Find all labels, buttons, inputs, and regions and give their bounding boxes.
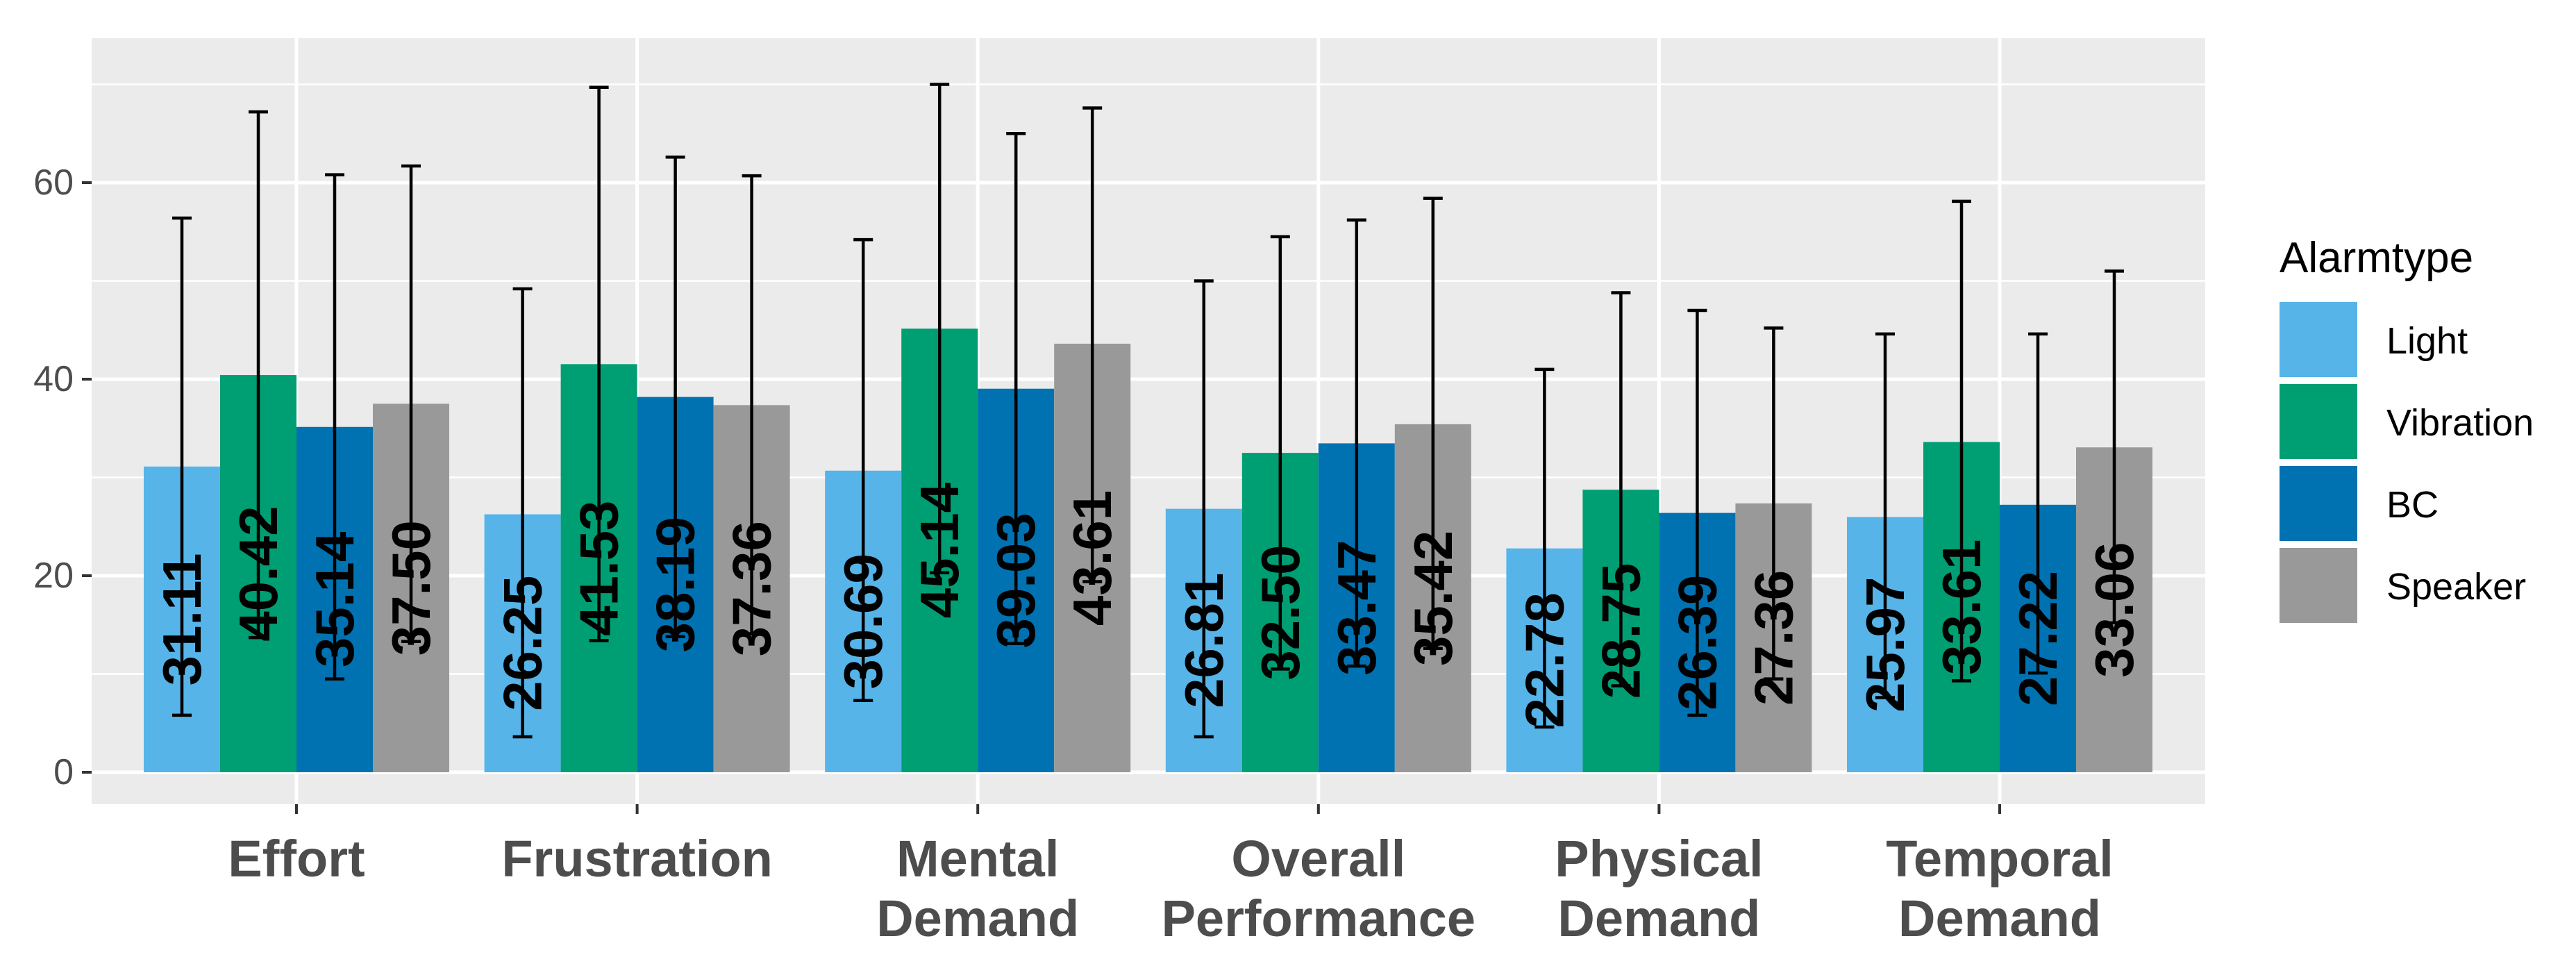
legend-key [2280,384,2357,459]
legend-key [2280,548,2357,623]
legend-label: Speaker [2386,566,2526,608]
x-tick-label-line: Overall [1231,830,1405,888]
y-tick-label: 60 [33,163,74,203]
x-tick-label-line: Demand [1898,890,2101,947]
y-tick-label: 0 [53,752,74,792]
x-tick-label: Frustration [501,830,773,888]
y-tick-label: 40 [33,359,74,399]
x-tick-label-line: Demand [1557,890,1760,947]
legend: Alarmtype Light Vibration BC Speaker [2280,234,2534,623]
x-tick-label-line: Frustration [501,830,773,888]
x-tick-label: Temporal Demand [1886,830,2114,947]
x-tick-label: Overall Performance [1162,830,1475,947]
y-tick-label: 20 [33,556,74,596]
x-tick-label-line: Physical [1555,830,1763,888]
legend-key [2280,466,2357,541]
y-axis: 0 20 40 60 [33,163,92,792]
legend-label: Vibration [2386,402,2534,444]
x-tick-label-line: Performance [1162,890,1475,947]
x-tick-label: Mental Demand [876,830,1079,947]
legend-label: Light [2386,320,2468,362]
x-tick-label: Physical Demand [1555,830,1763,947]
x-tick-label-line: Effort [228,830,365,888]
x-tick-label-line: Temporal [1886,830,2114,888]
legend-key [2280,302,2357,377]
x-tick-label-line: Mental [896,830,1059,888]
legend-label: BC [2386,484,2439,526]
x-tick-label: Effort [228,830,365,888]
legend-title: Alarmtype [2280,234,2473,282]
x-tick-label-line: Demand [876,890,1079,947]
error-bars [172,83,2124,739]
